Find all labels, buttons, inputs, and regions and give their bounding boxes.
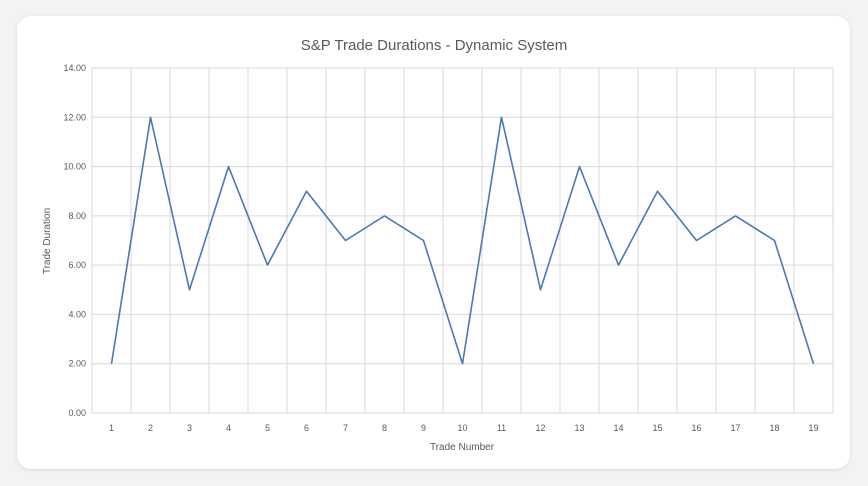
x-tick-label: 10 <box>457 423 467 433</box>
x-tick-label: 7 <box>343 423 348 433</box>
x-tick-label: 8 <box>382 423 387 433</box>
y-tick-label: 6.00 <box>68 260 86 270</box>
y-axis-label: Trade Duration <box>42 208 53 274</box>
x-tick-label: 14 <box>613 423 623 433</box>
y-tick-label: 0.00 <box>68 408 86 418</box>
y-tick-label: 4.00 <box>68 309 86 319</box>
x-tick-label: 12 <box>535 423 545 433</box>
x-tick-label: 2 <box>148 423 153 433</box>
x-tick-label: 1 <box>109 423 114 433</box>
series-line <box>110 116 815 365</box>
y-tick-label: 2.00 <box>68 359 86 369</box>
x-tick-label: 15 <box>652 423 662 433</box>
y-tick-label: 12.00 <box>63 112 86 122</box>
chart-card <box>17 16 850 469</box>
x-tick-label: 18 <box>769 423 779 433</box>
y-tick-label: 10.00 <box>63 162 86 172</box>
x-tick-label: 4 <box>226 423 231 433</box>
x-tick-label: 6 <box>304 423 309 433</box>
y-tick-label: 14.00 <box>63 63 86 73</box>
x-tick-label: 11 <box>497 423 506 433</box>
x-tick-label: 13 <box>574 423 584 433</box>
x-axis-label: Trade Number <box>430 442 495 453</box>
x-tick-label: 17 <box>730 423 740 433</box>
x-tick-label: 5 <box>265 423 270 433</box>
x-tick-label: 9 <box>421 423 426 433</box>
x-tick-label: 19 <box>808 423 818 433</box>
y-axis-ticks: 0.00 2.00 4.00 6.00 8.00 10.00 12.00 14.00 <box>63 63 86 418</box>
x-tick-label: 3 <box>187 423 192 433</box>
chart-title: S&P Trade Durations - Dynamic System <box>301 37 567 54</box>
x-axis-ticks: 1 2 3 4 5 6 7 8 9 10 11 12 13 14 15 16 17 18 19 <box>109 423 819 433</box>
x-tick-label: 16 <box>691 423 701 433</box>
y-tick-label: 8.00 <box>68 211 86 221</box>
